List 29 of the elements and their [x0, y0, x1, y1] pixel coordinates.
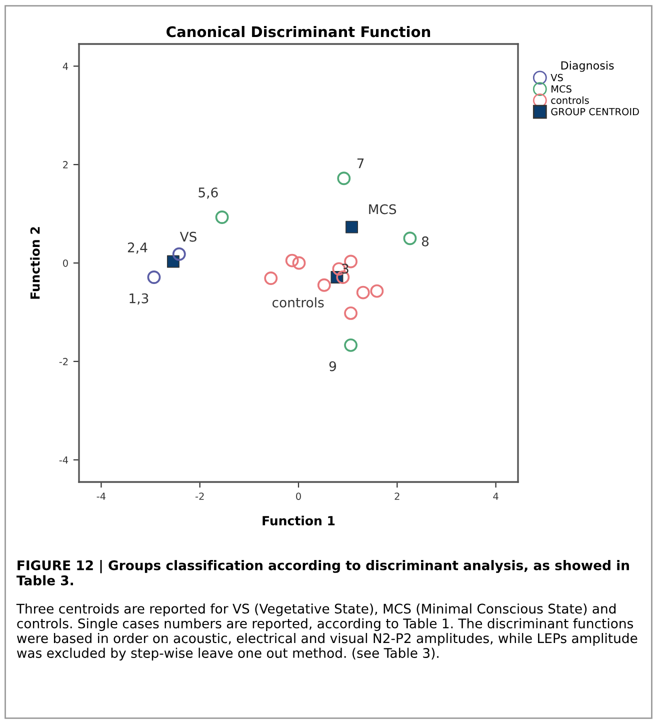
x-tick-label: -2: [195, 492, 204, 500]
caption: FIGURE 12 | Groups classification according to discriminant analysis, as showed in Table 3.: [16, 560, 629, 586]
legend-title: Diagnosis: [561, 61, 614, 72]
legend-label: GROUP CENTROID: [551, 108, 639, 116]
x-tick-label: -4: [96, 492, 106, 500]
legend-label: VS: [550, 74, 563, 82]
annotation: 7: [357, 158, 364, 168]
annotation: 9: [329, 361, 336, 372]
annotation: 5,6: [198, 187, 218, 199]
x-axis-title: Function 1: [262, 516, 335, 526]
y-tick-label: 0: [63, 259, 68, 267]
legend-label: controls: [551, 96, 589, 104]
x-tick-label: 0: [296, 492, 301, 500]
y-tick-label: 2: [63, 161, 68, 168]
y-tick-label: -2: [59, 358, 68, 366]
legend-label: MCS: [552, 85, 572, 93]
x-tick-label: 2: [394, 492, 400, 500]
chart-title: Canonical Discriminant Function: [166, 26, 430, 38]
annotation: 1,3: [130, 293, 148, 305]
annotation: controls: [272, 297, 324, 308]
x-tick-label: 4: [493, 492, 498, 500]
annotation: MCS: [369, 204, 396, 214]
text: Three centroids are reported for VS (Vegetative State), MCS (Minimal Conscious State) and controls. Single cases numbers are reported, according to Table 1. The discriminant functions were based in order on acoustic, electrical and visual N2-P2 amplitudes, while LEPs amplitude was excluded by step-wise leave one out method. (see Table 3).: [16, 603, 638, 661]
y-axis-title: Function 2: [30, 227, 40, 299]
y-tick-label: 4: [62, 62, 68, 70]
annotation: VS: [180, 232, 196, 242]
annotation: 8: [422, 236, 429, 246]
annotation: 2,4: [128, 242, 148, 254]
y-tick-label: -4: [59, 456, 68, 464]
